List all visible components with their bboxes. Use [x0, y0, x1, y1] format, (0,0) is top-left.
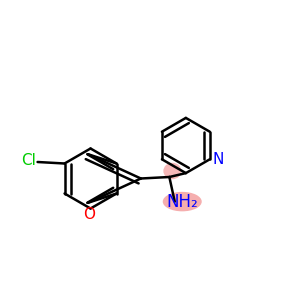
Text: O: O	[83, 207, 95, 222]
Text: Cl: Cl	[21, 153, 36, 168]
Ellipse shape	[163, 163, 181, 179]
Ellipse shape	[163, 192, 202, 211]
Text: NH₂: NH₂	[167, 193, 198, 211]
Text: N: N	[212, 152, 224, 167]
